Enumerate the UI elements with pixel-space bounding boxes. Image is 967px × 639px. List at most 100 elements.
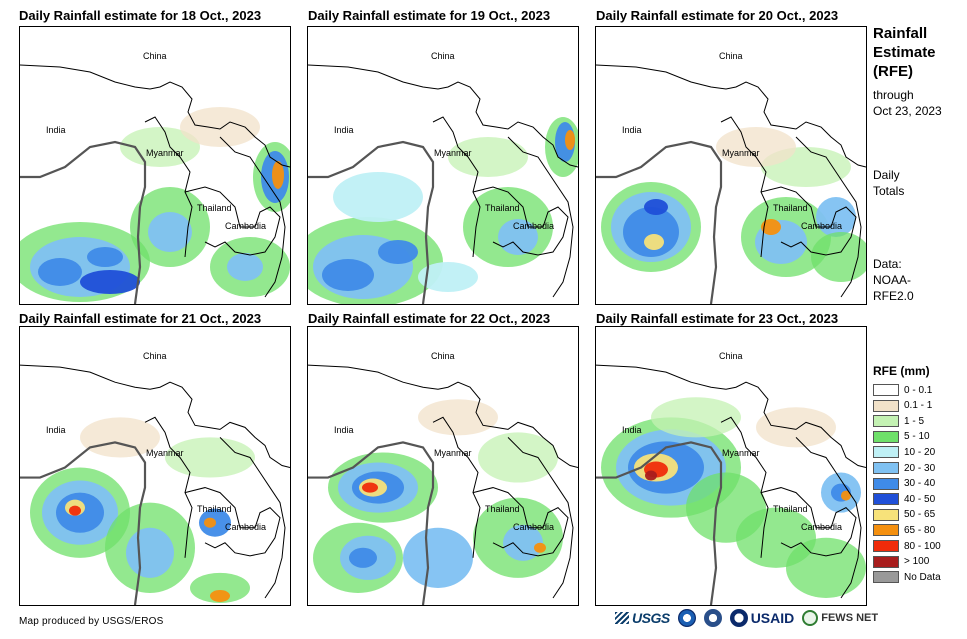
legend-swatch xyxy=(873,508,899,521)
rainfall-area xyxy=(272,161,284,189)
sidebar-data-product: RFE2.0 xyxy=(873,289,914,303)
sidebar-through: through xyxy=(873,88,914,102)
place-label-myanmar: Myanmar xyxy=(434,448,472,459)
legend-swatch xyxy=(873,415,899,428)
map-drawing xyxy=(308,327,578,605)
country-border xyxy=(596,64,866,168)
country-border xyxy=(472,186,569,256)
place-label-myanmar: Myanmar xyxy=(722,448,760,459)
place-label-india: India xyxy=(622,425,642,436)
partner-logos: USGS USAID FEWS NET xyxy=(615,609,878,627)
usaid-logo-text: USAID xyxy=(750,610,795,626)
rainfall-area xyxy=(565,130,575,150)
country-border xyxy=(795,437,862,599)
country-border xyxy=(760,186,857,256)
legend-item: 10 - 20 xyxy=(873,445,935,459)
coastline xyxy=(308,441,435,605)
legend-swatch xyxy=(873,540,899,552)
place-label-myanmar: Myanmar xyxy=(722,148,760,158)
panel-title-21oct: Daily Rainfall estimate for 21 Oct., 202… xyxy=(19,311,262,326)
rainfall-map-18oct: China India Myanmar Thailand Cambodia xyxy=(19,26,291,305)
rainfall-area xyxy=(651,397,741,438)
legend-item: 20 - 30 xyxy=(873,461,935,475)
legend-item: 5 - 10 xyxy=(873,430,930,444)
usaid-seal-icon xyxy=(729,609,748,627)
place-label-china: China xyxy=(719,351,743,362)
rainfall-area xyxy=(69,505,81,516)
sidebar-totals: Totals xyxy=(873,184,905,198)
place-label-myanmar: Myanmar xyxy=(146,148,184,158)
country-border xyxy=(472,487,569,557)
legend-item: > 100 xyxy=(873,555,929,569)
coastline xyxy=(596,140,723,304)
rainfall-area xyxy=(204,517,216,528)
place-label-thailand: Thailand xyxy=(485,203,520,213)
panel-title-20oct: Daily Rainfall estimate for 20 Oct., 202… xyxy=(596,8,839,23)
rainfall-area xyxy=(38,258,82,286)
rainfall-map-21oct: China India Myanmar Thailand Cambodia xyxy=(19,326,291,606)
rainfall-area xyxy=(811,232,866,282)
rainfall-area xyxy=(534,542,546,553)
country-border xyxy=(432,116,481,258)
sidebar-through-date: Oct 23, 2023 xyxy=(873,104,942,118)
rainfall-area xyxy=(349,547,377,568)
noaa-seal-icon xyxy=(677,609,696,627)
rainfall-area xyxy=(210,589,230,602)
map-drawing xyxy=(308,27,578,304)
place-label-india: India xyxy=(334,125,354,135)
usgs-wave-icon xyxy=(615,612,629,624)
legend-label: 65 - 80 xyxy=(904,524,936,536)
country-border xyxy=(720,416,769,558)
legend-item: 30 - 40 xyxy=(873,477,935,491)
panel-title-19oct: Daily Rainfall estimate for 19 Oct., 202… xyxy=(308,8,551,23)
legend-item: 80 - 100 xyxy=(873,539,941,553)
legend-label: No Data xyxy=(904,571,941,583)
coastline xyxy=(596,441,723,605)
legend-label: 40 - 50 xyxy=(904,493,936,505)
rainfall-area xyxy=(478,432,558,483)
rainfall-area xyxy=(80,417,160,458)
place-label-china: China xyxy=(431,351,455,362)
legend-label: 50 - 65 xyxy=(904,509,936,521)
doi-seal-icon xyxy=(703,609,722,627)
place-label-thailand: Thailand xyxy=(197,203,232,213)
rainfall-map-20oct: China India Myanmar Thailand Cambodia xyxy=(595,26,867,305)
legend-item: 0 - 0.1 xyxy=(873,383,932,397)
place-label-cambodia: Cambodia xyxy=(801,521,843,532)
coastline xyxy=(20,441,147,605)
sidebar-title: Rainfall Estimate (RFE) xyxy=(873,24,936,81)
country-border xyxy=(20,64,290,168)
legend-item: 65 - 80 xyxy=(873,523,935,537)
country-border xyxy=(507,437,574,599)
place-label-china: China xyxy=(719,51,743,61)
place-label-india: India xyxy=(46,125,66,135)
rainfall-map-22oct: China India Myanmar Thailand Cambodia xyxy=(307,326,579,606)
country-border xyxy=(507,136,574,298)
place-label-thailand: Thailand xyxy=(773,203,808,213)
legend-title: RFE (mm) xyxy=(873,364,930,378)
legend-swatch xyxy=(873,399,899,412)
rainfall-area xyxy=(503,524,543,561)
map-drawing xyxy=(596,327,866,605)
rainfall-area xyxy=(333,172,423,222)
country-border xyxy=(219,437,286,599)
place-label-india: India xyxy=(334,425,354,436)
rainfall-area xyxy=(190,572,250,603)
legend-label: 1 - 5 xyxy=(904,415,925,427)
place-label-india: India xyxy=(46,425,66,436)
coastline xyxy=(20,140,147,304)
legend-swatch xyxy=(873,462,899,474)
legend-label: > 100 xyxy=(904,556,930,568)
legend-swatch xyxy=(873,571,899,584)
legend-label: 0 - 0.1 xyxy=(904,384,933,396)
rainfall-area xyxy=(756,407,836,448)
rainfall-area xyxy=(816,197,856,237)
legend-label: 5 - 10 xyxy=(904,431,930,443)
legend-swatch xyxy=(873,555,899,568)
place-label-india: India xyxy=(622,125,642,135)
country-border xyxy=(720,116,769,258)
fews-globe-icon xyxy=(802,610,819,626)
sidebar-title-line2: Estimate xyxy=(873,44,936,61)
panel-title-22oct: Daily Rainfall estimate for 22 Oct., 202… xyxy=(308,311,551,326)
rainfall-area xyxy=(362,482,378,493)
